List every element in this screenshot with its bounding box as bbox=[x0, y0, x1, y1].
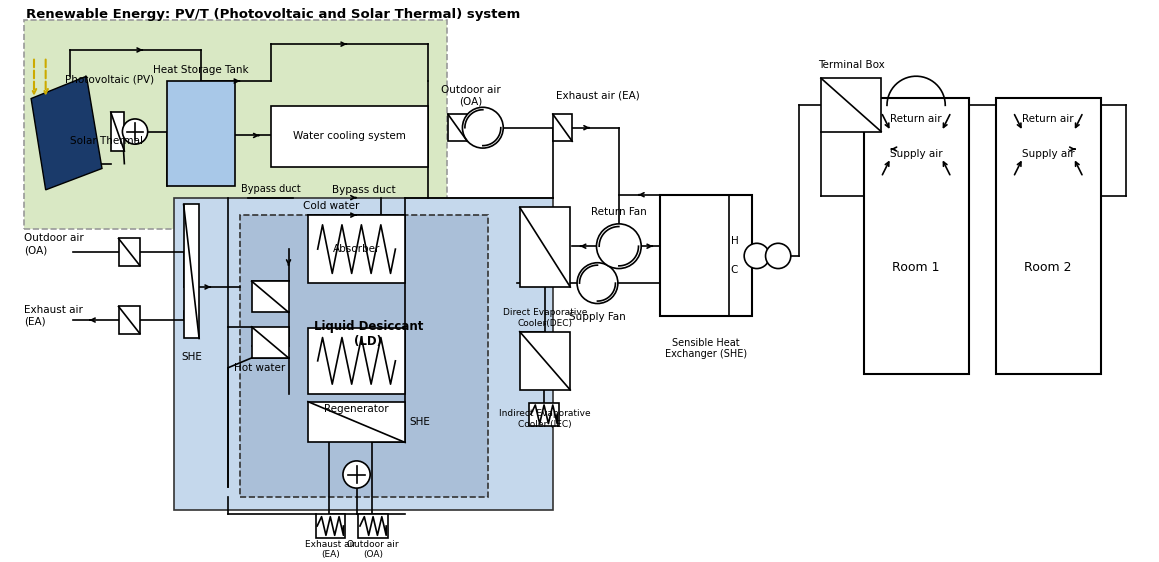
Bar bbox=[174, 198, 553, 510]
Circle shape bbox=[744, 243, 770, 269]
Text: Terminal Box: Terminal Box bbox=[817, 60, 884, 70]
Text: Solar Thermal: Solar Thermal bbox=[70, 136, 143, 146]
Circle shape bbox=[462, 107, 503, 148]
Text: Direct Evaporative
Cooler(DEC): Direct Evaporative Cooler(DEC) bbox=[503, 309, 588, 328]
Bar bbox=[519, 207, 570, 287]
Bar bbox=[659, 194, 752, 316]
Bar bbox=[240, 215, 488, 497]
Bar bbox=[252, 327, 289, 358]
Text: SHE: SHE bbox=[181, 352, 202, 362]
Bar bbox=[308, 215, 406, 283]
Text: Return Fan: Return Fan bbox=[591, 207, 647, 217]
Bar bbox=[308, 328, 406, 394]
Text: Exhaust air
(EA): Exhaust air (EA) bbox=[305, 540, 356, 559]
Bar bbox=[530, 402, 559, 426]
Text: C: C bbox=[731, 265, 738, 275]
Text: Supply air: Supply air bbox=[890, 149, 942, 159]
Text: Hot water: Hot water bbox=[234, 362, 285, 373]
Text: Return air: Return air bbox=[1022, 114, 1074, 124]
Text: Outdoor air
(OA): Outdoor air (OA) bbox=[348, 540, 399, 559]
Text: Renewable Energy: PV/T (Photovoltaic and Solar Thermal) system: Renewable Energy: PV/T (Photovoltaic and… bbox=[27, 8, 520, 21]
Text: Absorber: Absorber bbox=[333, 244, 380, 254]
Bar bbox=[118, 238, 140, 266]
Bar bbox=[821, 78, 881, 132]
Bar bbox=[863, 98, 969, 374]
Bar bbox=[24, 20, 447, 229]
Bar bbox=[315, 514, 345, 538]
Circle shape bbox=[123, 119, 147, 144]
Text: Exhaust air (EA): Exhaust air (EA) bbox=[555, 90, 640, 101]
Bar bbox=[118, 306, 140, 334]
Bar bbox=[358, 514, 387, 538]
Text: Liquid Desiccant
(LD): Liquid Desiccant (LD) bbox=[314, 320, 423, 348]
Text: Regenerator: Regenerator bbox=[325, 404, 389, 414]
Text: Room 1: Room 1 bbox=[892, 261, 940, 274]
Text: Room 2: Room 2 bbox=[1025, 261, 1072, 274]
Text: Supply Fan: Supply Fan bbox=[569, 312, 626, 322]
Text: Supply air: Supply air bbox=[1022, 149, 1074, 159]
Text: Sensible Heat
Exchanger (SHE): Sensible Heat Exchanger (SHE) bbox=[665, 338, 746, 359]
Circle shape bbox=[597, 224, 641, 269]
Circle shape bbox=[766, 243, 790, 269]
Polygon shape bbox=[31, 76, 102, 190]
Text: Outdoor air
(OA): Outdoor air (OA) bbox=[442, 85, 501, 106]
Bar bbox=[271, 106, 429, 166]
Text: Exhaust air
(EA): Exhaust air (EA) bbox=[24, 305, 83, 327]
Text: H: H bbox=[730, 236, 738, 246]
Bar bbox=[183, 205, 199, 338]
Circle shape bbox=[343, 461, 370, 488]
Bar bbox=[996, 98, 1101, 374]
Text: Bypass duct: Bypass duct bbox=[241, 184, 301, 194]
Text: SHE: SHE bbox=[409, 417, 430, 427]
Bar bbox=[447, 114, 467, 141]
Text: Bypass duct: Bypass duct bbox=[333, 185, 396, 195]
Text: Indirect Evaporative
Cooler (IEC): Indirect Evaporative Cooler (IEC) bbox=[500, 410, 591, 429]
Text: Heat Storage Tank: Heat Storage Tank bbox=[153, 65, 249, 75]
Bar bbox=[308, 402, 406, 442]
Bar bbox=[519, 332, 570, 390]
Bar bbox=[553, 114, 573, 141]
Text: Outdoor air
(OA): Outdoor air (OA) bbox=[24, 233, 85, 255]
Text: Photovoltaic (PV): Photovoltaic (PV) bbox=[65, 74, 154, 84]
Bar bbox=[111, 112, 124, 151]
Text: Return air: Return air bbox=[890, 114, 942, 124]
Text: Cold water: Cold water bbox=[304, 201, 359, 211]
Circle shape bbox=[577, 262, 618, 303]
Text: Water cooling system: Water cooling system bbox=[293, 132, 406, 142]
Bar bbox=[167, 81, 235, 186]
Bar bbox=[252, 281, 289, 312]
